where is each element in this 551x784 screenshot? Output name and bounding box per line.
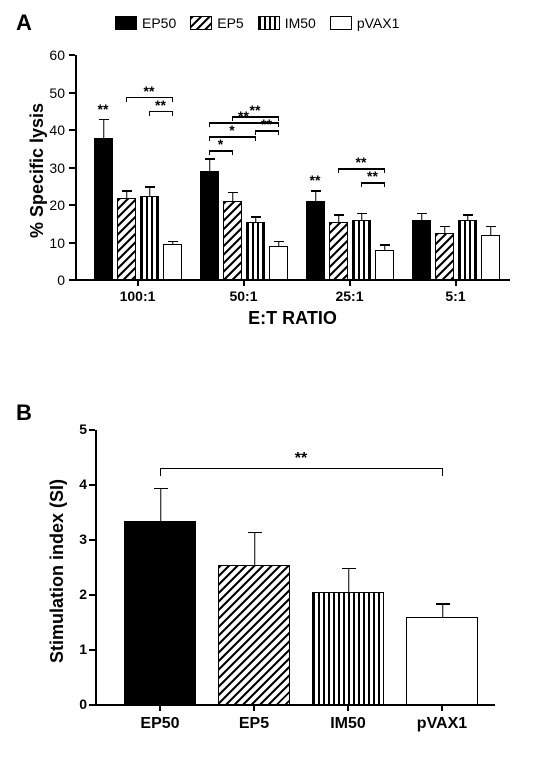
sig-mark: * — [209, 136, 233, 152]
bar — [246, 222, 265, 280]
legend-label: pVAX1 — [357, 15, 400, 31]
legend-label: IM50 — [285, 15, 316, 31]
bar — [312, 592, 384, 705]
ytick-label: 1 — [65, 641, 87, 657]
sig-mark: ** — [361, 168, 385, 184]
error-bar — [126, 190, 127, 198]
bar — [117, 198, 136, 281]
bar — [124, 521, 196, 705]
bar — [481, 235, 500, 280]
bar — [435, 233, 454, 280]
bar — [163, 244, 182, 280]
xtick-label: EP50 — [116, 715, 204, 733]
legend-swatch — [115, 16, 137, 30]
bar — [412, 220, 431, 280]
sig-mark: ** — [303, 172, 327, 188]
ytick-label: 3 — [65, 531, 87, 547]
error-bar — [254, 532, 255, 565]
bar — [406, 617, 478, 705]
legend-swatch — [258, 16, 280, 30]
ytick-label: 4 — [65, 476, 87, 492]
ytick-label: 60 — [35, 47, 65, 63]
error-bar — [421, 213, 422, 221]
bar — [458, 220, 477, 280]
chart-b-ylabel: Stimulation index (SI) — [47, 478, 68, 662]
error-bar — [384, 244, 385, 250]
ytick-label: 50 — [35, 85, 65, 101]
sig-mark: ** — [91, 101, 115, 117]
bar — [223, 201, 242, 280]
error-bar — [315, 190, 316, 201]
bar — [94, 138, 113, 281]
bar — [200, 171, 219, 280]
xtick-label: 50:1 — [214, 288, 274, 304]
xtick-label: 25:1 — [320, 288, 380, 304]
ytick-label: 5 — [65, 421, 87, 437]
ytick-label: 2 — [65, 586, 87, 602]
ytick-label: 0 — [35, 272, 65, 288]
xtick-label: IM50 — [304, 715, 392, 733]
error-bar — [278, 241, 279, 247]
bar — [218, 565, 290, 705]
bar — [269, 246, 288, 280]
error-bar — [338, 214, 339, 222]
ytick-label: 0 — [65, 696, 87, 712]
error-bar — [172, 241, 173, 245]
xtick-label: EP5 — [210, 715, 298, 733]
legend-label: EP5 — [217, 15, 243, 31]
error-bar — [348, 568, 349, 593]
error-bar — [444, 226, 445, 234]
bar — [140, 196, 159, 280]
legend-item: EP50 — [115, 15, 176, 31]
panel-b-label: B — [16, 400, 32, 426]
error-bar — [232, 192, 233, 201]
sig-mark: * — [220, 122, 244, 138]
bar — [306, 201, 325, 280]
error-bar — [255, 216, 256, 222]
chart-a-legend: EP50 EP5 IM50 pVAX1 — [115, 15, 399, 31]
sig-mark: ** — [255, 116, 279, 132]
error-bar — [442, 603, 443, 617]
chart-a: EP50EP5IM50pVAX10102030405060% Specific … — [75, 55, 510, 280]
error-bar — [149, 186, 150, 195]
chart-b: 012345Stimulation index (SI)EP50EP5IM50p… — [95, 430, 495, 705]
legend-swatch — [330, 16, 352, 30]
chart-a-xlabel: E:T RATIO — [75, 308, 510, 329]
legend-label: EP50 — [142, 15, 176, 31]
chart-a-ylabel: % Specific lysis — [27, 102, 48, 237]
error-bar — [467, 214, 468, 220]
bar — [375, 250, 394, 280]
error-bar — [103, 119, 104, 138]
error-bar — [209, 158, 210, 171]
legend-swatch — [190, 16, 212, 30]
xtick-label: 5:1 — [426, 288, 486, 304]
sig-mark: ** — [149, 97, 173, 113]
xtick-label: pVAX1 — [398, 715, 486, 733]
xtick-label: 100:1 — [108, 288, 168, 304]
error-bar — [490, 226, 491, 235]
error-bar — [160, 488, 161, 521]
panel-a-label: A — [16, 10, 32, 36]
error-bar — [361, 213, 362, 221]
sig-mark: ** — [287, 450, 315, 468]
legend-item: EP5 — [190, 15, 243, 31]
bar — [352, 220, 371, 280]
legend-item: IM50 — [258, 15, 316, 31]
legend-item: pVAX1 — [330, 15, 400, 31]
bar — [329, 222, 348, 280]
